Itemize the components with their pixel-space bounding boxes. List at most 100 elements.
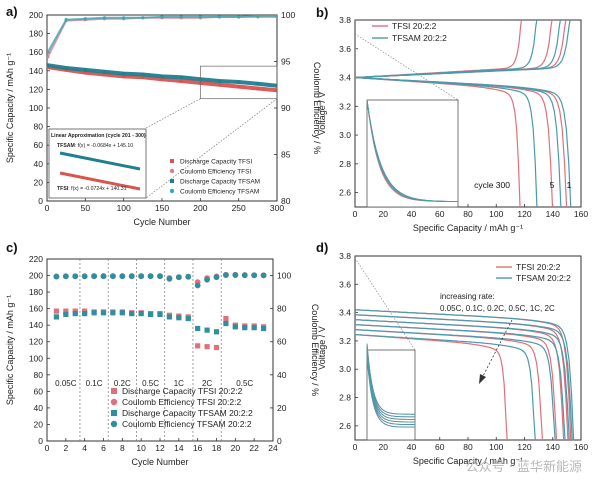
discharge-curve (355, 20, 572, 207)
x-tick-label: 300 (270, 203, 284, 213)
legend: Discharge Capacity TFSI Coulomb Efficienc… (169, 159, 260, 196)
x-tick-label: 4 (82, 443, 87, 453)
inset-tfsi-line (59, 171, 141, 191)
legend-label: Discharge Capacity TFSAM 20:2:2 (122, 408, 253, 418)
data-point (81, 273, 88, 280)
panel-b: 0 20 40 60 80 100 120 140 160 2.6 2.8 3.0 3.2 3.4 3.6 3… (316, 5, 588, 233)
data-point (179, 15, 183, 19)
x-tick-label: 120 (517, 209, 531, 219)
y-tick-label: 120 (29, 337, 43, 347)
data-point (176, 315, 182, 321)
data-point (160, 15, 164, 19)
x-tick-label: 12 (155, 443, 165, 453)
panel-label: a) (6, 4, 18, 19)
x-tick-label: 2 (63, 443, 68, 453)
data-point (157, 273, 163, 280)
rate-label: 0.5C (236, 379, 253, 388)
y-tick-label: 60 (34, 386, 44, 396)
inset-tfsi-equation: : f(x) = -0.0724x + 140.31 (68, 186, 126, 192)
data-point (242, 325, 248, 331)
zoom-inset (366, 343, 416, 428)
data-point (63, 311, 69, 318)
data-point (275, 84, 277, 88)
data-point (141, 16, 145, 20)
data-point (53, 314, 60, 320)
y-tick-label: 2.8 (339, 159, 351, 169)
data-point (232, 324, 238, 330)
legend-label: Discharge Capacity TFSI 20:2:2 (122, 386, 243, 396)
x-tick-label: 120 (517, 442, 531, 452)
legend-label: Coulomb Efficiency TFSI 20:2:2 (122, 397, 241, 407)
y-tick-label: 160 (29, 47, 43, 57)
discharge-curve (355, 308, 570, 440)
x-tick-label: 0 (45, 203, 50, 213)
rate-label: 0.1C (86, 379, 103, 388)
data-point (223, 272, 229, 278)
data-point (147, 311, 154, 318)
linear-approx-inset: Linear Approximation (cycle 201 - 300) TF… (48, 128, 147, 199)
plot-area (47, 15, 277, 93)
legend-label: Coulomb Efficiency TFSI (180, 169, 251, 176)
data-point (195, 325, 201, 332)
x-tick-label: 8 (120, 443, 125, 453)
data-point (83, 17, 87, 21)
y2-tick-label: 80 (277, 304, 287, 314)
x-axis-label: Cycle Number (131, 457, 188, 467)
panel-label: c) (6, 240, 18, 255)
panel-c: 0 2 4 6 8 10 12 14 16 18 20 22 240204060801001201401… (5, 240, 320, 467)
x-tick-label: 22 (249, 443, 259, 453)
zoom-leader (145, 98, 278, 199)
data-point (175, 274, 182, 281)
y-tick-label: 3.4 (339, 308, 351, 318)
rate-arrow-shaft (481, 319, 513, 379)
x-tick-label: 6 (101, 443, 106, 453)
inset-curve (366, 348, 415, 420)
y-tick-label: 3.0 (339, 130, 351, 140)
y2-tick-label: 90 (281, 103, 291, 113)
legend-label: Discharge Capacity TFSAM (180, 179, 260, 186)
y-tick-label: 3.2 (339, 101, 351, 111)
data-point (166, 275, 173, 282)
plot-area (53, 259, 267, 441)
rate-label: 1C (174, 379, 184, 388)
y-tick-label: 100 (29, 103, 43, 113)
y-tick-label: 20 (34, 419, 44, 429)
x-tick-label: 150 (155, 203, 169, 213)
x-tick-label: 250 (232, 203, 246, 213)
data-point (102, 16, 107, 20)
legend-marker (110, 398, 118, 406)
y-tick-label: 200 (29, 271, 43, 281)
y-tick-label: 140 (29, 320, 43, 330)
zoom-leader (145, 98, 201, 129)
y-tick-label: 160 (29, 304, 43, 314)
inset-curve (366, 346, 415, 418)
legend-label: TFSAM 20:2:2 (392, 33, 447, 43)
data-point (128, 273, 135, 280)
y-tick-label: 140 (29, 66, 43, 76)
inset-tfsam-label: TFSAM (57, 143, 75, 149)
y-tick-label: 20 (34, 177, 44, 187)
legend-marker (111, 410, 117, 416)
x-tick-label: 140 (546, 209, 560, 219)
x-tick-label: 100 (489, 442, 503, 452)
legend-marker (170, 179, 174, 183)
data-point (110, 273, 116, 280)
data-point (100, 310, 107, 316)
data-point (217, 83, 222, 87)
zoom-leader (354, 257, 416, 351)
data-point (53, 308, 60, 314)
inset-curve (366, 343, 415, 415)
x-tick-label: 16 (193, 443, 203, 453)
x-tick-label: 18 (212, 443, 222, 453)
data-point (256, 86, 260, 91)
data-point (223, 320, 229, 327)
legend-marker (169, 188, 175, 194)
y-tick-label: 60 (34, 140, 44, 150)
y-tick-label: 3.8 (339, 15, 351, 25)
data-point (160, 74, 164, 78)
panel-d: 0 20 40 60 80 100 120 140 160 2.6 2.8 3.0 3.2 3.4 3.6 3… (316, 240, 588, 466)
data-point (119, 273, 126, 280)
discharge-curve (355, 308, 566, 440)
y-axis-label: Voltage / V (317, 92, 327, 136)
legend-marker (169, 168, 175, 174)
